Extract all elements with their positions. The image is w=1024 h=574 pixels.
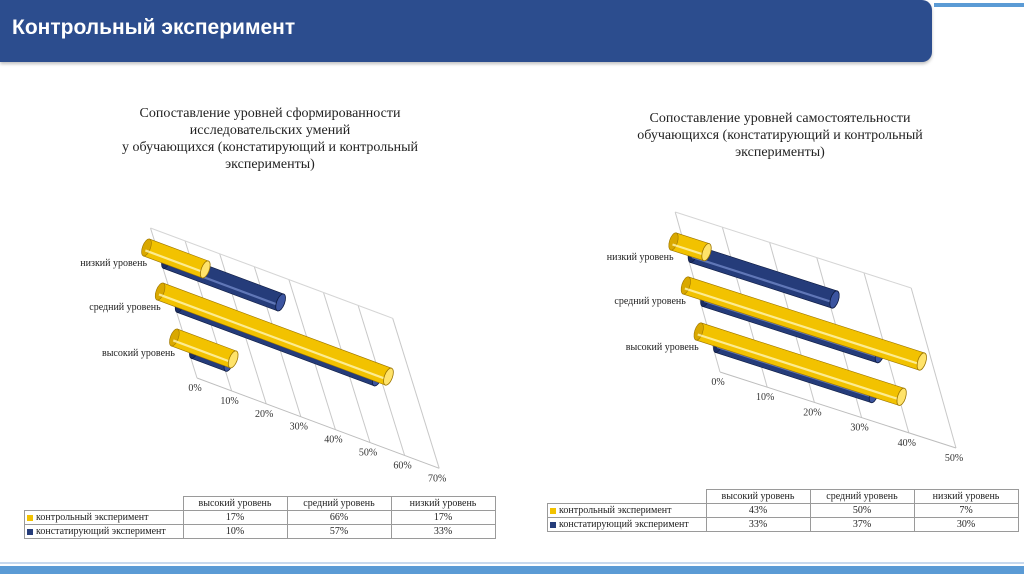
table-cell: 17% (182, 510, 288, 525)
x-tick-label: 10% (220, 396, 238, 407)
table-header-mid: средний уровень (286, 496, 392, 511)
bar-highlight (697, 333, 902, 401)
legend-swatch-ascertaining (550, 521, 556, 528)
chart-title-line: эксперименты) (225, 157, 315, 172)
table-cell: 17% (390, 510, 496, 525)
chart-2-title: Сопоставление уровней самостоятельности о… (585, 110, 975, 161)
bar-highlight (158, 293, 388, 381)
table-cell: 43% (705, 503, 811, 518)
category-label: высокий уровень (102, 348, 175, 359)
title-bar: Контрольный эксперимент (0, 0, 932, 62)
category-label: низкий уровень (80, 258, 147, 269)
bar-highlight (672, 243, 706, 257)
bar-end-cap (829, 290, 840, 309)
category-label: средний уровень (614, 296, 686, 307)
table-cell: 57% (286, 524, 392, 539)
x-tick-label: 50% (359, 448, 377, 459)
category-label: средний уровень (89, 302, 161, 313)
x-tick-label: 0% (711, 377, 724, 388)
table-cell: 30% (913, 517, 1019, 532)
table-cell: 33% (390, 524, 496, 539)
bar-end-cap (383, 367, 394, 386)
table-cell: 66% (286, 510, 392, 525)
bar-base (169, 328, 180, 347)
table-row: констатирующий эксперимент 10% 57% 33% (24, 524, 496, 539)
x-tick-label: 40% (898, 438, 916, 449)
table-row: контрольный эксперимент 17% 66% 17% (24, 510, 496, 525)
bar-highlight (144, 249, 205, 274)
x-tick-label: 60% (393, 460, 411, 471)
chart-title-line: Сопоставление уровней самостоятельности (649, 111, 911, 126)
table-cell: 33% (705, 517, 811, 532)
slide-title: Контрольный эксперимент (12, 16, 296, 39)
axis-top-edge (150, 227, 393, 319)
gridline (910, 287, 957, 449)
axis-floor (196, 377, 440, 469)
legend-label-control: контрольный эксперимент (36, 512, 149, 523)
table-header-low: низкий уровень (913, 489, 1019, 504)
gridline (392, 318, 440, 469)
bar-end-cap (227, 350, 239, 369)
bar-end-cap (199, 260, 211, 279)
legend-swatch-control (27, 514, 33, 521)
table-row: констатирующий эксперимент 33% 37% 30% (547, 517, 1019, 532)
table-cell: 37% (809, 517, 915, 532)
chart-title-line: исследовательских умений (189, 123, 351, 138)
bar-base (154, 282, 166, 301)
legend-label-ascertaining: констатирующий эксперимент (559, 519, 689, 530)
bar-base (141, 238, 152, 257)
chart-title-line: у обучающихся (констатирующий и контроль… (121, 140, 419, 155)
table-cell: 7% (913, 503, 1019, 518)
chart-title-line: Сопоставление уровней сформированности (139, 106, 401, 121)
table-row: контрольный эксперимент 43% 50% 7% (547, 503, 1019, 518)
decorative-stripe-bottom (0, 566, 1024, 574)
decorative-stripe-bottom-thin (0, 562, 1024, 564)
table-header-mid: средний уровень (809, 489, 915, 504)
bar-end-cap (275, 293, 286, 312)
x-tick-label: 40% (324, 435, 342, 446)
bar-highlight (684, 287, 922, 366)
x-tick-label: 70% (428, 473, 446, 484)
x-tick-label: 10% (756, 392, 774, 403)
bar-end-cap (916, 352, 927, 371)
axis-top-edge (675, 211, 912, 289)
x-tick-label: 50% (945, 453, 963, 464)
x-tick-label: 20% (255, 409, 273, 420)
legend-swatch-control (550, 507, 556, 514)
table-cell: 10% (182, 524, 288, 539)
bar-highlight (691, 255, 834, 304)
decorative-stripe-top (934, 3, 1024, 7)
bar-highlight (172, 339, 233, 364)
axis-floor (719, 371, 957, 449)
legend-label-ascertaining: констатирующий эксперимент (36, 526, 166, 537)
category-label: высокий уровень (626, 342, 699, 353)
category-label: низкий уровень (607, 252, 674, 263)
table-header-high: высокий уровень (705, 489, 811, 504)
x-tick-label: 20% (803, 407, 821, 418)
table-header-high: высокий уровень (182, 496, 288, 511)
x-tick-label: 0% (188, 383, 201, 394)
bar-end-cap (701, 243, 712, 262)
x-tick-label: 30% (290, 422, 308, 433)
bar-end-cap (896, 387, 907, 406)
legend-swatch-ascertaining (27, 528, 33, 535)
table-header-low: низкий уровень (390, 496, 496, 511)
chart-title-line: обучающихся (констатирующий и контрольны… (637, 128, 923, 143)
x-tick-label: 30% (850, 423, 868, 434)
chart-1-data-table: высокий уровень средний уровень низкий у… (24, 496, 496, 539)
table-cell: 50% (809, 503, 915, 518)
chart-1-title: Сопоставление уровней сформированности ис… (80, 105, 460, 173)
chart-2-data-table: высокий уровень средний уровень низкий у… (547, 489, 1019, 532)
legend-label-control: контрольный эксперимент (559, 505, 672, 516)
chart-title-line: эксперименты) (735, 145, 825, 160)
